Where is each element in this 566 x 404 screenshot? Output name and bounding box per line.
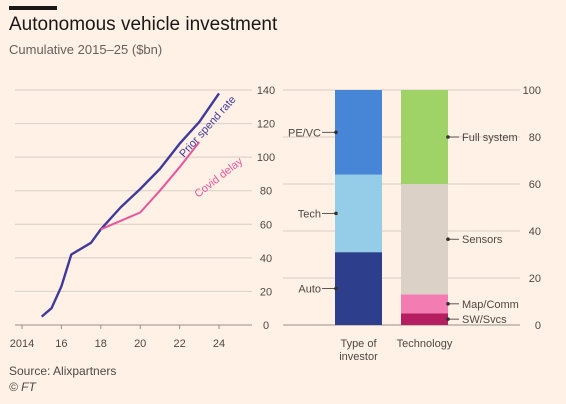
bar-y-tick-label: 100 (523, 85, 541, 97)
line-y-tick-label: 0 (263, 320, 269, 332)
chart-title: Autonomous vehicle investment (9, 14, 278, 35)
bar-segment-auto (335, 252, 382, 325)
bar-y-tick-label: 40 (529, 226, 541, 238)
bar-segment-label: PE/VC (288, 127, 321, 139)
bar-label-dot (334, 130, 338, 135)
line-y-tick-label: 60 (260, 219, 272, 231)
bar-segment-label: Map/Comm (462, 299, 519, 311)
bar-category-label: Type of (340, 338, 377, 350)
source-note: Source: Alixpartners (9, 364, 117, 378)
bar-label-dot (334, 286, 338, 291)
bar-segment-tech (335, 174, 382, 253)
line-x-tick-label: 2014 (10, 338, 34, 350)
bar-segment-label: SW/Svcs (462, 314, 507, 326)
brand-bar (9, 6, 57, 10)
bar-segment-sw-svcs (401, 313, 448, 325)
bar-y-tick-label: 0 (535, 320, 541, 332)
line-y-tick-label: 120 (257, 119, 275, 131)
line-y-tick-label: 80 (260, 186, 272, 198)
line-series-label: Prior spend rate (177, 94, 238, 160)
line-series-label: Covid delay (192, 155, 245, 200)
line-x-tick-label: 18 (95, 338, 107, 350)
line-series-covid-delay (100, 141, 201, 231)
bar-label-dot (334, 211, 338, 216)
line-y-tick-label: 40 (260, 253, 272, 265)
bar-segment-label: Full system (462, 132, 518, 144)
line-series-prior-spend-rate (40, 92, 220, 318)
bar-y-tick-label: 60 (529, 179, 541, 191)
line-x-tick-label: 24 (213, 338, 225, 350)
bar-segment-pe-vc (335, 90, 382, 175)
bar-category-label: Technology (397, 338, 453, 350)
bar-segment-label: Sensors (462, 234, 503, 246)
bar-y-tick-label: 20 (529, 273, 541, 285)
line-x-tick-label: 20 (134, 338, 146, 350)
bar-segment-label: Auto (298, 284, 321, 296)
line-y-tick-label: 20 (260, 286, 272, 298)
bar-y-tick-label: 80 (529, 132, 541, 144)
bar-category-label: investor (339, 351, 378, 363)
bar-segment-map-comm (401, 294, 448, 314)
bar-segment-label: Tech (298, 208, 321, 220)
line-x-tick-label: 16 (55, 338, 67, 350)
line-y-tick-label: 100 (257, 152, 275, 164)
credit-note: © FT (9, 380, 36, 394)
line-x-tick-label: 22 (173, 338, 185, 350)
line-y-tick-label: 140 (257, 85, 275, 97)
chart-subtitle: Cumulative 2015–25 ($bn) (9, 42, 163, 57)
bar-segment-sensors (401, 184, 448, 295)
bar-segment-full-system (401, 90, 448, 184)
